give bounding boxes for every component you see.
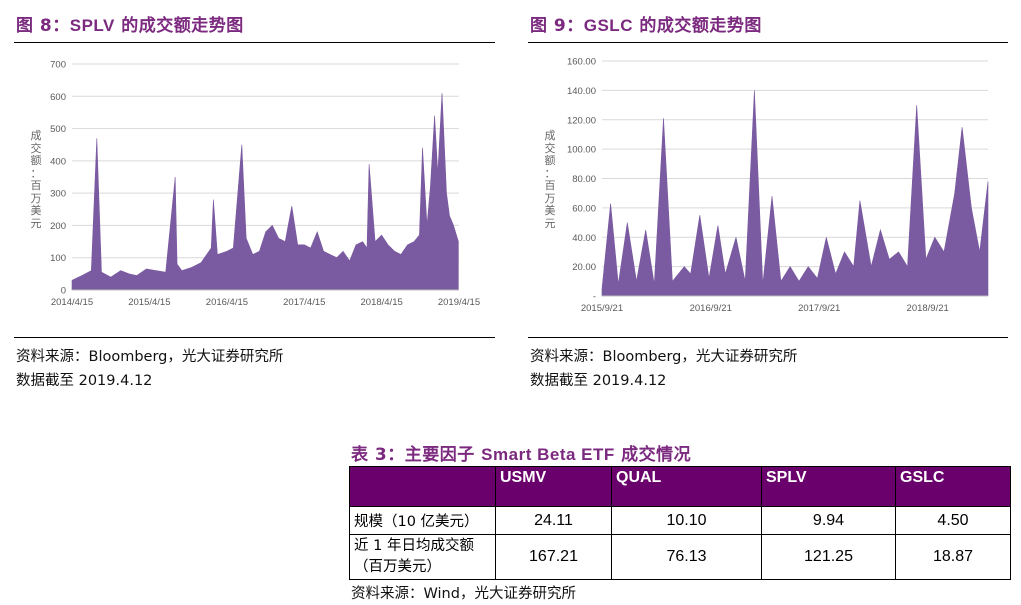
x-tick-label: 2019/4/15 [438, 297, 480, 308]
row-header-volume-line2: （百万美元） [354, 559, 441, 575]
y-tick-label: 100 [50, 253, 66, 264]
cell-gslc-size: 4.50 [895, 506, 1011, 535]
y-axis-label-char: 成 [30, 129, 42, 142]
header-cell-qual: QUAL [611, 466, 762, 507]
chart-2-y-axis-label: 成交额：百万美元 [543, 129, 557, 230]
figure-9-title: 图 9：GSLC 的成交额走势图 [530, 11, 762, 36]
cell-qual-size: 10.10 [611, 506, 762, 535]
header-cell-splv: SPLV [761, 466, 896, 507]
chart-1-y-axis-label: 成交额：百万美元 [29, 129, 43, 230]
cell-usmv-volume: 167.21 [495, 534, 612, 580]
figure-8-source-text: 资料来源：Bloomberg，光大证券研究所 [16, 349, 284, 365]
y-axis-label-char: 额 [544, 154, 556, 167]
x-tick-label: 2016/9/21 [690, 303, 732, 314]
y-tick-label: 700 [50, 60, 66, 71]
y-tick-label: 40.00 [572, 233, 596, 244]
table-row: 近 1 年日均成交额 （百万美元） 167.21 76.13 121.25 18… [349, 534, 1011, 580]
table-3-title-mid: 主要因子 [404, 445, 482, 465]
figure-8-title-prefix: 图 8： [16, 16, 70, 36]
y-tick-label: 120.00 [567, 115, 596, 126]
figure-8-title: 图 8：SPLV 的成交额走势图 [16, 11, 244, 36]
x-tick-label: 2018/9/21 [907, 303, 949, 314]
y-axis-label-char: 百 [30, 179, 42, 192]
table-header-row: USMV QUAL SPLV GSLC [349, 466, 1011, 507]
y-axis-label-char: ： [30, 166, 42, 180]
y-tick-label: 300 [50, 189, 66, 200]
cell-usmv-size: 24.11 [495, 506, 612, 535]
x-tick-label: 2017/4/15 [283, 297, 325, 308]
y-tick-label: 100.00 [567, 145, 596, 156]
series-area [71, 93, 459, 291]
figure-8-title-name: SPLV [69, 16, 115, 35]
table-3-title-prefix: 表 3： [351, 445, 405, 465]
y-axis-label-char: 交 [544, 141, 556, 155]
y-axis-label-char: 万 [544, 191, 556, 205]
x-tick-label: 2014/4/15 [51, 297, 93, 308]
table-3-source-text: 资料来源：Wind，光大证券研究所 [351, 586, 576, 602]
table-row: 规模（10 亿美元） 24.11 10.10 9.94 4.50 [349, 506, 1011, 535]
y-tick-label: 140.00 [567, 86, 596, 97]
y-axis-label-char: 万 [30, 191, 42, 205]
y-axis-label-char: 百 [544, 179, 556, 192]
row-header-volume: 近 1 年日均成交额 （百万美元） [349, 534, 496, 580]
table-3-title-latin: Smart Beta ETF [481, 445, 615, 464]
y-axis-label-char: 额 [30, 154, 42, 167]
figure-9-title-prefix: 图 9： [530, 16, 584, 36]
cell-splv-volume: 121.25 [761, 534, 896, 580]
figure-8-cutoff: 数据截至 2019.4.12 [16, 369, 152, 390]
spl-volume-chart: 0 100 200 300 400 500 600 700 2014/4/15 2015/4/15… [50, 60, 480, 309]
x-tick-label: 2015/4/15 [128, 297, 170, 308]
header-cell-empty [349, 466, 496, 507]
x-tick-label: 2018/4/15 [361, 297, 403, 308]
y-axis-label-char: 交 [30, 141, 42, 155]
y-axis-label-char: 元 [30, 216, 42, 230]
figure-8-cutoff-text: 数据截至 2019.4.12 [16, 373, 153, 389]
gslc-volume-chart: - 20.00 40.00 60.00 80.00 100.00 120.00 140.00 1… [567, 57, 989, 314]
figure-9-cutoff: 数据截至 2019.4.12 [530, 369, 666, 390]
y-axis-label-char: ： [544, 166, 556, 180]
header-cell-usmv: USMV [495, 466, 612, 507]
y-tick-label: 400 [50, 156, 66, 167]
y-tick-label: 60.00 [572, 203, 596, 214]
table-3-source: 资料来源：Wind，光大证券研究所 [351, 582, 576, 603]
y-tick-label: 0 [61, 286, 66, 297]
figure-8-title-suffix: 的成交额走势图 [114, 16, 244, 36]
y-axis-label-char: 成 [544, 129, 556, 142]
y-tick-label: 160.00 [567, 57, 596, 68]
y-axis-label-char: 美 [30, 204, 42, 217]
figure-9-title-suffix: 的成交额走势图 [632, 16, 762, 36]
row-header-volume-line1: 近 1 年日均成交额 [354, 538, 474, 554]
y-tick-label: 20.00 [572, 262, 596, 273]
figure-9-cutoff-text: 数据截至 2019.4.12 [530, 373, 667, 389]
x-tick-label: 2017/9/21 [798, 303, 840, 314]
cell-gslc-volume: 18.87 [895, 534, 1011, 580]
y-tick-label: 200 [50, 221, 66, 232]
y-tick-label: 500 [50, 124, 66, 135]
x-tick-label: 2015/9/21 [581, 303, 623, 314]
y-axis-label-char: 元 [544, 216, 556, 230]
smart-beta-etf-table: USMV QUAL SPLV GSLC 规模（10 亿美元） 24.11 10.… [349, 466, 1011, 580]
y-tick-label: 600 [50, 92, 66, 103]
figure-8-bottom-rule [14, 337, 495, 338]
figure-8-source: 资料来源：Bloomberg，光大证券研究所 [16, 345, 283, 366]
y-axis-label-char: 美 [544, 204, 556, 217]
table-3-title: 表 3：主要因子 Smart Beta ETF 成交情况 [351, 440, 691, 465]
header-cell-gslc: GSLC [895, 466, 1011, 507]
figure-9-source-text: 资料来源：Bloomberg，光大证券研究所 [530, 349, 798, 365]
figure-9-source: 资料来源：Bloomberg，光大证券研究所 [530, 345, 797, 366]
x-tick-label: 2016/4/15 [206, 297, 248, 308]
y-tick-label: 80.00 [572, 174, 596, 185]
cell-qual-volume: 76.13 [611, 534, 762, 580]
figure-9-top-rule [528, 42, 1008, 43]
figure-9-bottom-rule [528, 337, 1008, 338]
figure-9-title-name: GSLC [583, 16, 633, 35]
row-header-size: 规模（10 亿美元） [349, 506, 496, 535]
cell-splv-size: 9.94 [761, 506, 896, 535]
series-area [601, 90, 989, 297]
y-tick-label: - [593, 292, 596, 303]
figure-8-top-rule [14, 42, 495, 43]
table-3-title-suffix: 成交情况 [614, 445, 692, 465]
